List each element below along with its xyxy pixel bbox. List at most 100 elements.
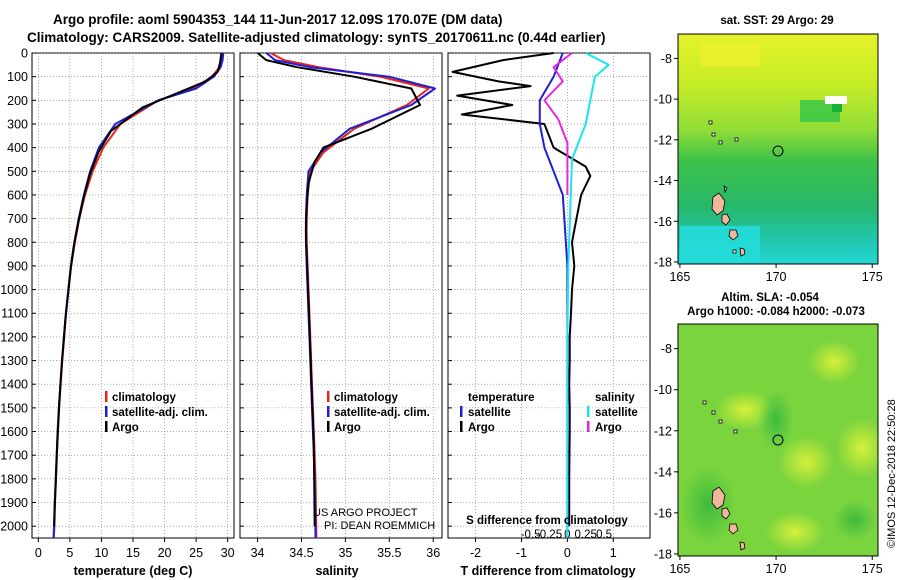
x-tick-label: 35.5 (377, 546, 401, 560)
watermark: ©IMOS 12-Dec-2018 22:50:28 (886, 399, 898, 548)
series-line-satellite-adj-clim- (265, 52, 436, 539)
x-tick-label: 0 (564, 546, 571, 560)
sst-cloud-mask (832, 104, 842, 112)
sla-map-title: Altim. SLA: -0.054 (721, 292, 819, 304)
y-tick-label: 200 (7, 94, 28, 108)
map-x-tick-label: 165 (669, 270, 690, 284)
sla-low-anomaly (758, 390, 794, 450)
x-tick-label: 5 (66, 546, 73, 560)
sla-high-anomaly (778, 436, 834, 488)
legend-label-climatology: climatology (334, 392, 399, 404)
y-tick-label: 1700 (0, 449, 28, 463)
sst-cyan-patch (680, 226, 760, 264)
depth-axis: 0 100 200 300 400 500 600 700 800 900 1000 1100 1200… (0, 47, 452, 534)
legend-swatch-satellite (105, 406, 108, 417)
s-difference-axis-label: S difference from climatology (466, 515, 628, 527)
argo-position-marker (772, 434, 784, 446)
y-tick-label: 1600 (0, 425, 28, 439)
sla-map-frame (677, 323, 879, 557)
legend-label-s-satellite: satellite (595, 407, 638, 419)
y-tick-label: 1500 (0, 401, 28, 415)
map-x-tick-label: 175 (862, 270, 883, 284)
s-diff-tick-label: -0.5 (521, 529, 541, 541)
sst-map (678, 34, 878, 264)
x-tick-label: 25 (189, 546, 203, 560)
x-tick-label: 36 (426, 546, 440, 560)
sst-map-frame (677, 33, 879, 265)
x-axes: 0 5 10 15 20 25 30 34 34.5 35 35.5 36 -2 -1 0 1 -0.5-0.2… (35, 529, 617, 560)
t-difference-axis-label: T difference from climatology (460, 564, 635, 578)
salinity-legend: climatology satellite-adj. clim. Argo (327, 391, 430, 434)
legend-swatch-s-satellite (587, 406, 590, 417)
x-tick-label: 1 (610, 546, 617, 560)
series-line-s-satellite-minus-clim (566, 52, 610, 538)
x-tick-label: 0 (35, 546, 42, 560)
title-line-2: Climatology: CARS2009. Satellite-adjuste… (27, 30, 605, 45)
legend-swatch-climatology (105, 391, 108, 402)
legend-swatch-argo (327, 421, 330, 432)
map-y-tick-label: -12 (654, 424, 672, 438)
map-y-tick-label: -8 (661, 342, 672, 356)
map-y-tick-label: -18 (654, 255, 672, 269)
y-tick-label: 700 (7, 212, 28, 226)
series-line-climatology (52, 52, 224, 539)
small-islands (702, 400, 738, 434)
salinity-axis-label: salinity (315, 564, 358, 578)
map-y-tick-label: -16 (654, 506, 672, 520)
y-tick-label: 900 (7, 259, 28, 273)
s-diff-tick-label: 0.5 (596, 529, 612, 541)
series-line-argo (53, 52, 223, 527)
map-x-tick-label: 165 (669, 562, 690, 576)
map-y-tick-label: -10 (654, 383, 672, 397)
map-y-tick-label: -18 (654, 547, 672, 561)
series-line-t-argo-minus-clim (451, 52, 592, 527)
y-tick-label: 1200 (0, 330, 28, 344)
series-line-satellite-adj-clim- (52, 52, 225, 539)
x-tick-label: 35 (338, 546, 352, 560)
y-tick-label: 400 (7, 141, 28, 155)
x-tick-label: -2 (470, 546, 481, 560)
y-tick-label: 1900 (0, 496, 28, 510)
series-line-s-argo-minus-clim (543, 52, 573, 195)
map-y-tick-label: -14 (654, 174, 672, 188)
x-tick-label: 15 (126, 546, 140, 560)
x-tick-label: 30 (221, 546, 235, 560)
map-y-tick-label: -12 (654, 133, 672, 147)
sst-map-title: sat. SST: 29 Argo: 29 (720, 15, 833, 27)
sla-map (678, 324, 878, 556)
profile-series (52, 52, 610, 539)
y-tick-label: 600 (7, 188, 28, 202)
y-tick-label: 100 (7, 70, 28, 84)
map-x-tick-label: 170 (766, 270, 787, 284)
x-tick-label: 10 (94, 546, 108, 560)
sla-high-anomaly (765, 512, 825, 552)
sst-warm-patch (700, 44, 760, 66)
y-tick-label: 1300 (0, 354, 28, 368)
x-tick-label: 20 (158, 546, 172, 560)
legend-swatch-satellite (327, 406, 330, 417)
y-tick-label: 1800 (0, 472, 28, 486)
s-diff-tick-label: -0.25 (536, 529, 562, 541)
difference-legend: temperature satellite Argo salinity sate… (460, 392, 638, 434)
legend-label-s-argo: Argo (595, 422, 622, 434)
sla-map-subtitle: Argo h1000: -0.084 h2000: -0.073 (687, 306, 865, 318)
x-tick-label: 34 (251, 546, 265, 560)
legend-label-satellite: satellite-adj. clim. (112, 407, 208, 419)
sla-high-anomaly (836, 418, 878, 478)
x-tick-label: -1 (516, 546, 527, 560)
y-tick-label: 300 (7, 117, 28, 131)
map-x-tick-label: 175 (862, 562, 883, 576)
y-tick-label: 1100 (1, 307, 28, 321)
map-x-tick-label: 170 (766, 562, 787, 576)
series-line-climatology (270, 52, 430, 539)
sla-low-anomaly (680, 465, 736, 545)
sla-map-axes: 165 170 175 -8 -10 -12 -14 -16 -18 (654, 342, 883, 576)
sst-field (678, 34, 878, 264)
legend-swatch-argo (105, 421, 108, 432)
map-y-tick-label: -8 (661, 52, 672, 66)
legend-label-argo: Argo (112, 422, 139, 434)
temperature-legend: climatology satellite-adj. clim. Argo (105, 391, 208, 434)
sst-cloud-mask (825, 96, 847, 104)
vanuatu-islands (711, 486, 746, 551)
sla-low-anomaly (833, 500, 877, 540)
